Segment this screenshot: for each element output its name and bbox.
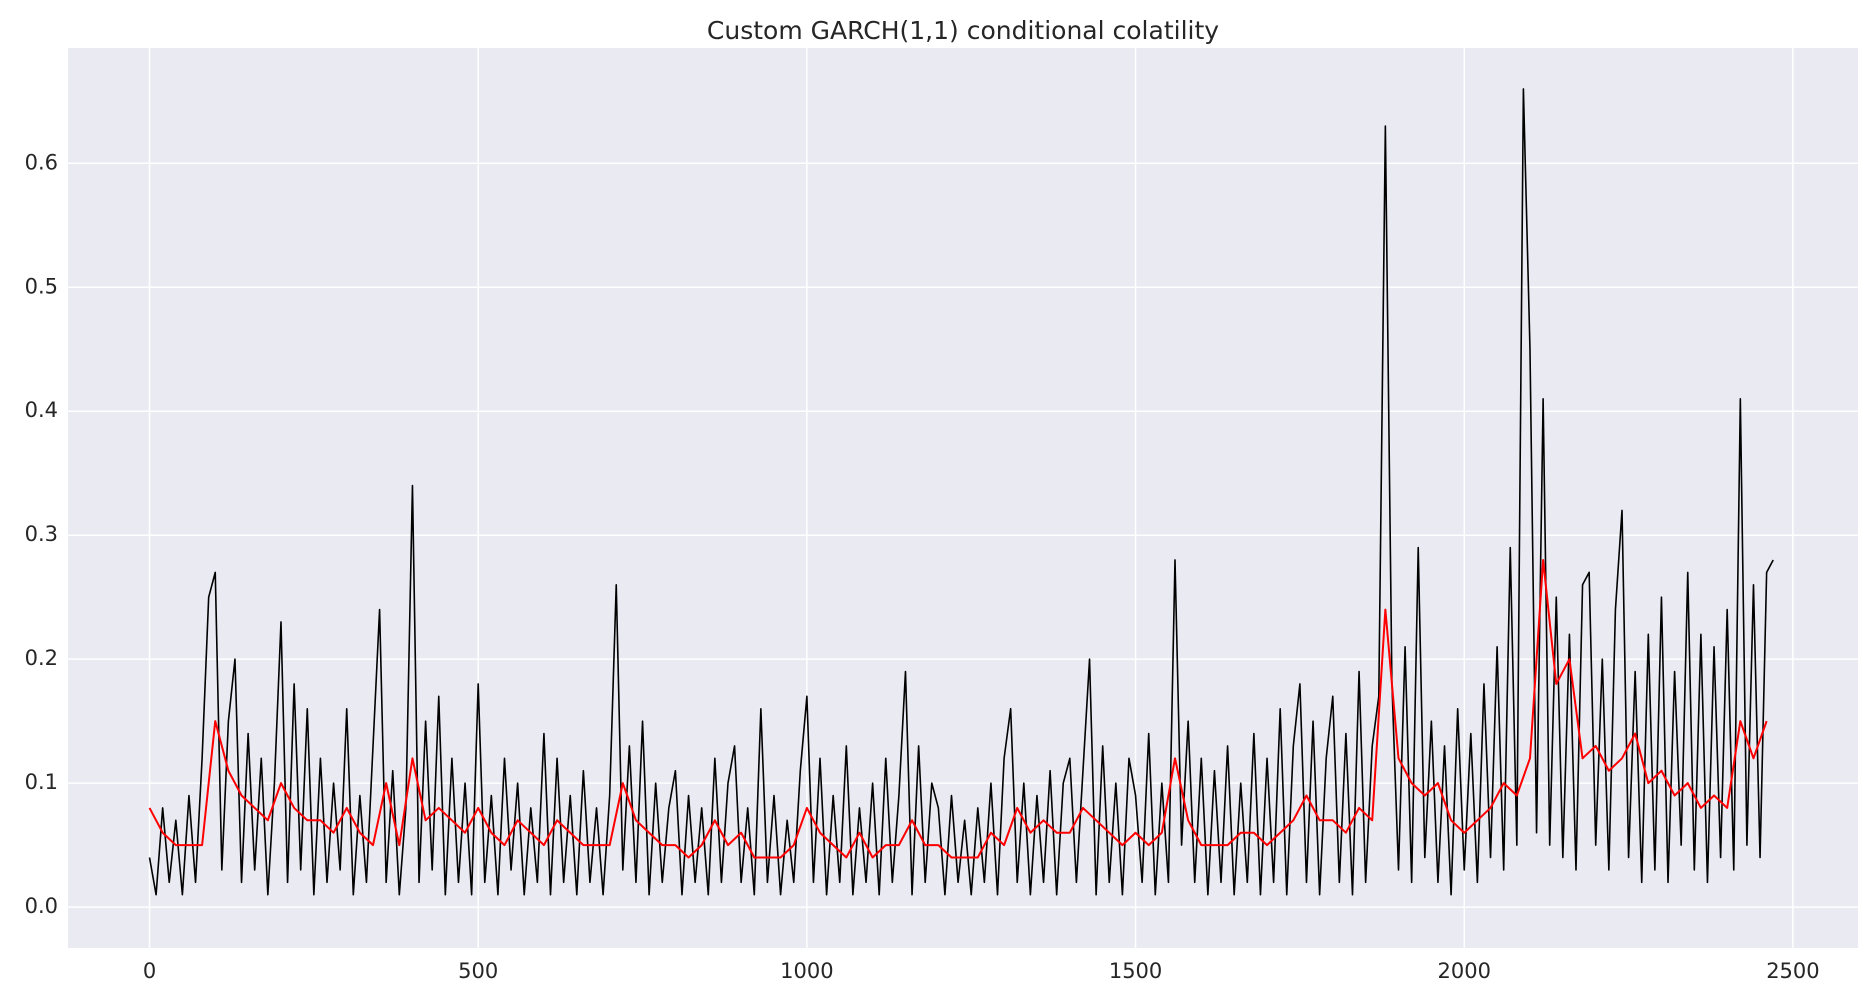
y-tick-label: 0.1 [25,770,58,794]
x-tick-label: 1000 [780,959,833,983]
y-tick-label: 0.3 [25,522,58,546]
y-tick-label: 0.6 [25,150,58,174]
plot-area [68,48,1858,948]
x-tick-label: 1500 [1109,959,1162,983]
x-tick-label: 2000 [1438,959,1491,983]
y-tick-label: 0.0 [25,894,58,918]
series-line [148,558,1768,859]
x-tick-label: 0 [143,959,156,983]
x-tick-label: 500 [458,959,498,983]
y-tick-label: 0.4 [25,398,58,422]
y-tick-label: 0.2 [25,646,58,670]
chart-title: Custom GARCH(1,1) conditional colatility [707,16,1219,45]
y-tick-label: 0.5 [25,274,58,298]
series-line [148,88,1774,896]
x-tick-label: 2500 [1766,959,1819,983]
